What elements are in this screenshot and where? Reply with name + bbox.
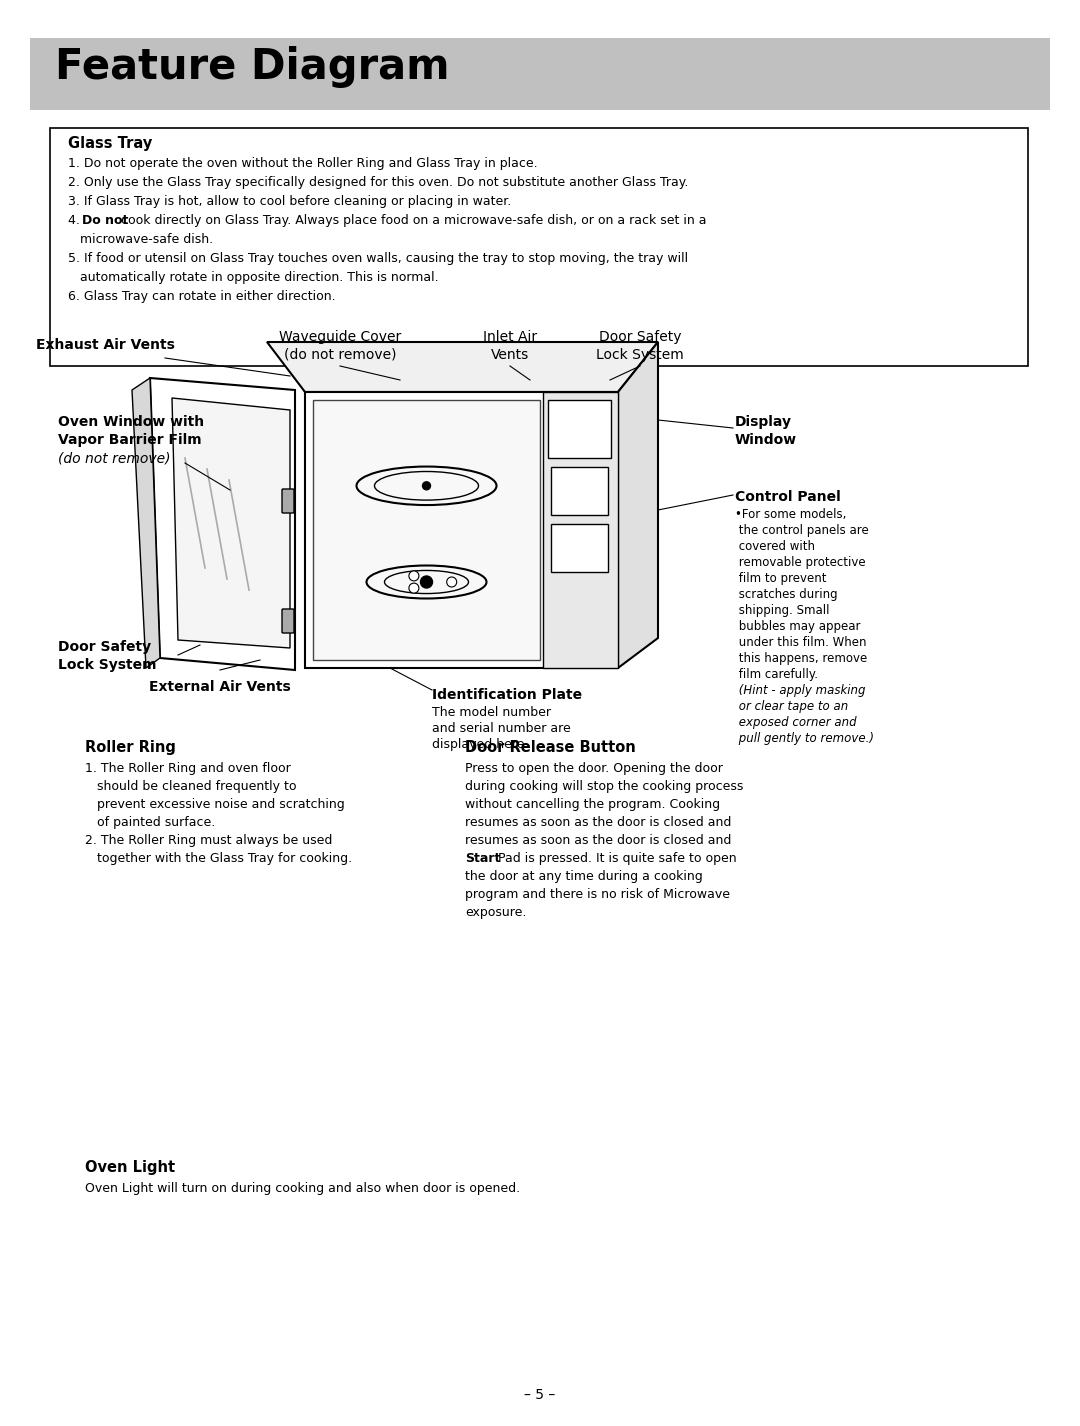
Text: (Hint - apply masking: (Hint - apply masking — [735, 684, 865, 697]
Text: cook directly on Glass Tray. Always place food on a microwave-safe dish, or on a: cook directly on Glass Tray. Always plac… — [117, 214, 706, 227]
Text: Start: Start — [465, 851, 500, 866]
Text: Window: Window — [735, 434, 797, 446]
Circle shape — [447, 578, 457, 588]
Circle shape — [420, 576, 432, 588]
FancyBboxPatch shape — [551, 466, 608, 515]
Circle shape — [409, 570, 419, 580]
Text: Identification Plate: Identification Plate — [432, 687, 582, 702]
Text: Feature Diagram: Feature Diagram — [55, 46, 449, 88]
Text: Oven Window with: Oven Window with — [58, 415, 204, 429]
Text: Press to open the door. Opening the door: Press to open the door. Opening the door — [465, 761, 723, 774]
Text: microwave-safe dish.: microwave-safe dish. — [68, 232, 213, 247]
Polygon shape — [150, 378, 295, 670]
Text: Waveguide Cover: Waveguide Cover — [279, 329, 401, 344]
Text: removable protective: removable protective — [735, 556, 866, 569]
Text: Door Release Button: Door Release Button — [465, 740, 636, 754]
Text: exposure.: exposure. — [465, 906, 526, 918]
Text: Inlet Air: Inlet Air — [483, 329, 537, 344]
Text: this happens, remove: this happens, remove — [735, 652, 867, 665]
Text: Oven Light will turn on during cooking and also when door is opened.: Oven Light will turn on during cooking a… — [85, 1182, 521, 1195]
Text: The model number: The model number — [432, 706, 551, 719]
Text: Vents: Vents — [491, 348, 529, 362]
Text: under this film. When: under this film. When — [735, 636, 866, 649]
Text: Vapor Barrier Film: Vapor Barrier Film — [58, 434, 202, 446]
FancyBboxPatch shape — [313, 401, 540, 660]
Text: 2. The Roller Ring must always be used: 2. The Roller Ring must always be used — [85, 834, 333, 847]
Text: film to prevent: film to prevent — [735, 572, 826, 585]
Text: 6. Glass Tray can rotate in either direction.: 6. Glass Tray can rotate in either direc… — [68, 289, 336, 302]
FancyBboxPatch shape — [30, 39, 1050, 110]
Text: automatically rotate in opposite direction. This is normal.: automatically rotate in opposite directi… — [68, 271, 438, 284]
Text: or clear tape to an: or clear tape to an — [735, 700, 848, 713]
FancyBboxPatch shape — [50, 128, 1028, 366]
Text: Do not: Do not — [82, 214, 129, 227]
Text: during cooking will stop the cooking process: during cooking will stop the cooking pro… — [465, 780, 743, 793]
Text: (do not remove): (do not remove) — [58, 451, 171, 465]
Text: •For some models,: •For some models, — [735, 508, 847, 520]
Text: 4.: 4. — [68, 214, 84, 227]
Polygon shape — [132, 378, 160, 667]
Text: 5. If food or utensil on Glass Tray touches oven walls, causing the tray to stop: 5. If food or utensil on Glass Tray touc… — [68, 252, 688, 265]
Text: 2. Only use the Glass Tray specifically designed for this oven. Do not substitut: 2. Only use the Glass Tray specifically … — [68, 175, 688, 190]
Text: shipping. Small: shipping. Small — [735, 605, 829, 617]
Text: Display: Display — [735, 415, 792, 429]
Text: Door Safety: Door Safety — [58, 640, 151, 655]
Circle shape — [422, 482, 431, 489]
FancyBboxPatch shape — [282, 609, 294, 633]
Circle shape — [409, 583, 419, 593]
Polygon shape — [267, 342, 658, 392]
FancyBboxPatch shape — [282, 489, 294, 513]
Text: Pad is pressed. It is quite safe to open: Pad is pressed. It is quite safe to open — [494, 851, 737, 866]
Text: the door at any time during a cooking: the door at any time during a cooking — [465, 870, 703, 883]
FancyBboxPatch shape — [543, 392, 618, 667]
FancyBboxPatch shape — [548, 401, 611, 458]
Text: displayed here.: displayed here. — [432, 739, 528, 752]
Text: pull gently to remove.): pull gently to remove.) — [735, 732, 874, 744]
Text: – 5 –: – 5 – — [525, 1387, 555, 1402]
Text: Lock System: Lock System — [58, 657, 157, 672]
Text: film carefully.: film carefully. — [735, 667, 818, 682]
Text: (do not remove): (do not remove) — [284, 348, 396, 362]
Text: and serial number are: and serial number are — [432, 722, 570, 734]
Text: 1. Do not operate the oven without the Roller Ring and Glass Tray in place.: 1. Do not operate the oven without the R… — [68, 157, 538, 170]
Text: Control Panel: Control Panel — [735, 491, 840, 503]
Text: resumes as soon as the door is closed and: resumes as soon as the door is closed an… — [465, 816, 731, 829]
FancyBboxPatch shape — [551, 523, 608, 572]
Text: 3. If Glass Tray is hot, allow to cool before cleaning or placing in water.: 3. If Glass Tray is hot, allow to cool b… — [68, 195, 511, 208]
Text: scratches during: scratches during — [735, 588, 838, 600]
Text: exposed corner and: exposed corner and — [735, 716, 856, 729]
Text: should be cleaned frequently to: should be cleaned frequently to — [85, 780, 297, 793]
Text: resumes as soon as the door is closed and: resumes as soon as the door is closed an… — [465, 834, 731, 847]
Text: Lock System: Lock System — [596, 348, 684, 362]
Text: Exhaust Air Vents: Exhaust Air Vents — [36, 338, 175, 352]
Text: Roller Ring: Roller Ring — [85, 740, 176, 754]
Text: together with the Glass Tray for cooking.: together with the Glass Tray for cooking… — [85, 851, 352, 866]
Polygon shape — [618, 342, 658, 667]
Text: the control panels are: the control panels are — [735, 523, 868, 538]
Text: without cancelling the program. Cooking: without cancelling the program. Cooking — [465, 799, 720, 811]
Polygon shape — [172, 398, 291, 647]
Text: Glass Tray: Glass Tray — [68, 135, 152, 151]
Text: of painted surface.: of painted surface. — [85, 816, 215, 829]
Text: 1. The Roller Ring and oven floor: 1. The Roller Ring and oven floor — [85, 761, 291, 774]
Text: prevent excessive noise and scratching: prevent excessive noise and scratching — [85, 799, 345, 811]
FancyBboxPatch shape — [305, 392, 618, 667]
Text: Oven Light: Oven Light — [85, 1159, 175, 1175]
Text: program and there is no risk of Microwave: program and there is no risk of Microwav… — [465, 888, 730, 901]
Text: covered with: covered with — [735, 540, 815, 553]
Text: bubbles may appear: bubbles may appear — [735, 620, 861, 633]
Text: Door Safety: Door Safety — [598, 329, 681, 344]
Text: External Air Vents: External Air Vents — [149, 680, 291, 694]
